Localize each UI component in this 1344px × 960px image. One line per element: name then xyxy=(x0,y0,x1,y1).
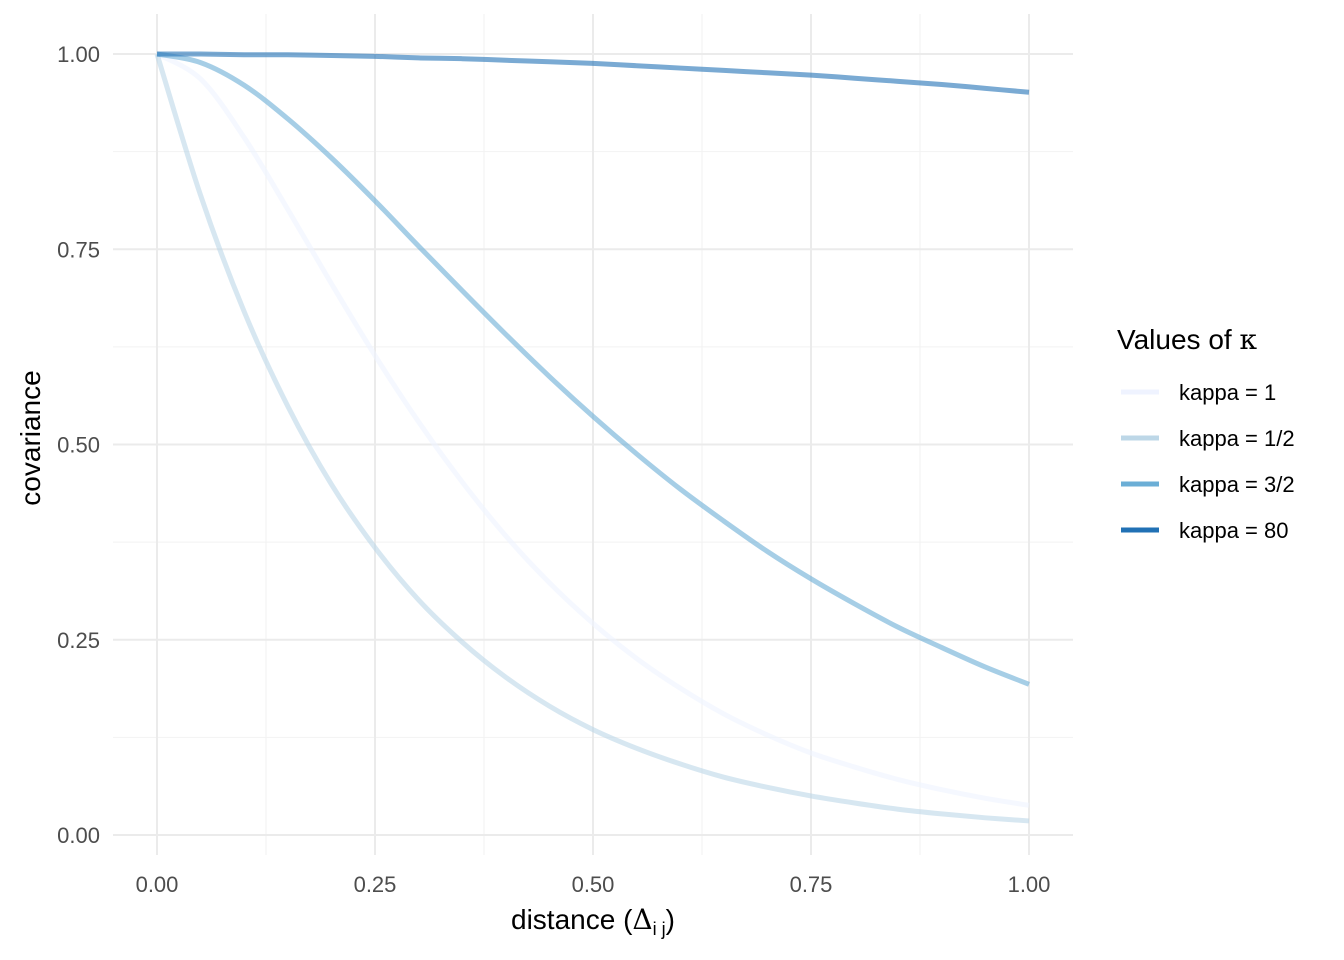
series-line-2 xyxy=(154,53,1030,824)
y-axis-title: covariance xyxy=(15,370,46,505)
legend-label-3: kappa = 3/2 xyxy=(1179,472,1295,497)
major-gridlines xyxy=(113,14,1073,855)
series-line-1 xyxy=(155,51,1030,808)
legend-items: kappa = 1 kappa = 1/2 kappa = 3/2 kappa = 8… xyxy=(1121,380,1295,543)
x-tick-label: 0.25 xyxy=(354,872,397,897)
x-tick-label: 0.75 xyxy=(790,872,833,897)
y-tick-label: 0.50 xyxy=(57,433,100,458)
x-tick-label: 1.00 xyxy=(1008,872,1051,897)
x-tick-label: 0.50 xyxy=(572,872,615,897)
x-tick-label: 0.00 xyxy=(136,872,179,897)
series-lines xyxy=(154,51,1030,824)
series-line-4 xyxy=(156,51,1030,95)
x-tick-labels: 0.00 0.25 0.50 0.75 1.00 xyxy=(136,872,1051,897)
legend-label-1: kappa = 1 xyxy=(1179,380,1276,405)
series-line-3 xyxy=(156,51,1030,687)
y-tick-label: 1.00 xyxy=(57,42,100,67)
y-tick-label: 0.00 xyxy=(57,823,100,848)
legend-label-2: kappa = 1/2 xyxy=(1179,426,1295,451)
legend-label-4: kappa = 80 xyxy=(1179,518,1288,543)
y-tick-labels: 0.00 0.25 0.50 0.75 1.00 xyxy=(57,42,100,848)
x-axis-title: distance (Δi j) xyxy=(511,903,675,939)
y-tick-label: 0.75 xyxy=(57,237,100,262)
legend-title: Values of κ xyxy=(1117,323,1257,356)
y-tick-label: 0.25 xyxy=(57,628,100,653)
